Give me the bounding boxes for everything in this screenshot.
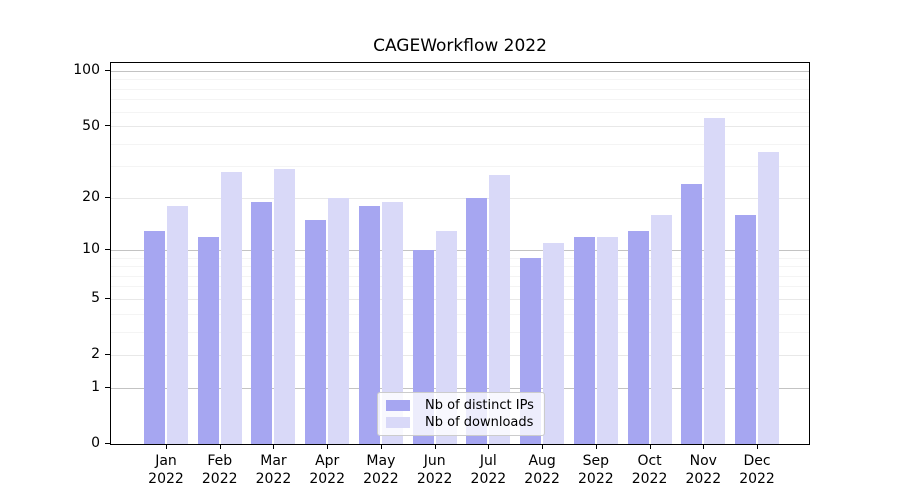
y-tick-label: 10 — [82, 241, 100, 258]
y-tick-label: 5 — [91, 290, 100, 307]
x-tick-mark — [273, 445, 275, 449]
y-tick-mark — [105, 353, 110, 355]
bar-downloads — [220, 172, 242, 444]
gridline-minor — [111, 313, 809, 315]
x-tick-label: Sep 2022 — [578, 453, 614, 488]
x-tick-mark — [219, 445, 221, 449]
gridline-major-pow10 — [111, 70, 809, 72]
bar-distinct-ips — [627, 230, 649, 444]
y-tick-mark — [105, 386, 110, 388]
plot-area — [110, 62, 810, 445]
gridline-minor — [111, 266, 809, 268]
legend-label-downloads: Nb of downloads — [425, 415, 534, 431]
y-tick-label: 50 — [82, 117, 100, 134]
bar-distinct-ips — [197, 236, 219, 444]
x-tick-label: Aug 2022 — [524, 453, 560, 488]
x-tick-mark — [542, 445, 544, 449]
bar-distinct-ips — [466, 198, 488, 444]
legend-swatch-distinct-ips-icon — [386, 399, 410, 411]
x-tick-mark — [703, 445, 705, 449]
x-tick-label: Jun 2022 — [416, 453, 453, 488]
bar-distinct-ips — [735, 215, 757, 444]
legend-item-downloads: Nb of downloads — [386, 415, 536, 430]
gridline-minor — [111, 166, 809, 168]
gridline-minor — [111, 143, 809, 145]
bar-distinct-ips — [251, 202, 273, 444]
x-tick-mark — [595, 445, 597, 449]
gridline-minor — [111, 275, 809, 277]
bar-downloads — [758, 152, 780, 444]
bar-downloads — [650, 215, 672, 444]
y-tick-mark — [105, 69, 110, 71]
x-tick-label: Mar 2022 — [255, 453, 292, 488]
x-tick-label: Dec 2022 — [739, 453, 775, 488]
bar-downloads — [543, 243, 565, 444]
bar-distinct-ips — [573, 236, 595, 444]
gridline-major-pow10 — [111, 249, 809, 251]
bar-distinct-ips — [681, 184, 703, 444]
y-tick-mark — [105, 125, 110, 127]
x-tick-mark — [327, 445, 329, 449]
gridline-minor — [111, 79, 809, 81]
gridline-minor — [111, 99, 809, 101]
gridline-minor — [111, 257, 809, 259]
x-tick-label: Jan 2022 — [148, 453, 184, 488]
x-tick-mark — [649, 445, 651, 449]
x-tick-mark — [166, 445, 167, 449]
x-tick-mark — [757, 445, 759, 449]
bar-downloads — [167, 206, 188, 444]
y-tick-mark — [105, 248, 110, 250]
legend-label-distinct-ips: Nb of distinct IPs — [425, 397, 534, 413]
bar-distinct-ips — [305, 220, 327, 444]
gridline-major — [111, 354, 809, 356]
y-tick-mark — [105, 442, 110, 444]
gridline-minor — [111, 111, 809, 113]
x-tick-label: Apr 2022 — [309, 453, 345, 488]
y-tick-label: 20 — [82, 189, 100, 206]
bar-downloads — [274, 169, 296, 444]
x-tick-label: Nov 2022 — [685, 453, 722, 488]
legend-swatch-downloads-icon — [386, 417, 410, 429]
bar-downloads — [381, 202, 403, 444]
y-tick-label: 100 — [73, 62, 100, 79]
bar-downloads — [328, 198, 350, 444]
gridline-minor — [111, 331, 809, 333]
bar-downloads — [704, 117, 726, 444]
gridline-minor — [111, 286, 809, 288]
x-tick-label: Oct 2022 — [631, 453, 668, 488]
bar-distinct-ips — [358, 206, 380, 444]
bar-downloads — [489, 174, 511, 444]
gridline-major — [111, 298, 809, 300]
gridline-major — [111, 197, 809, 199]
bar-downloads — [435, 230, 457, 444]
gridline-major-pow10 — [111, 387, 809, 389]
legend-item-distinct-ips: Nb of distinct IPs — [386, 398, 536, 413]
y-tick-label: 2 — [91, 346, 100, 363]
bar-downloads — [596, 236, 618, 444]
x-tick-label: May 2022 — [363, 453, 399, 488]
x-tick-mark — [380, 445, 382, 449]
legend: Nb of distinct IPs Nb of downloads — [377, 392, 545, 436]
chart-title: CAGEWorkflow 2022 — [373, 36, 547, 56]
gridline-major — [111, 126, 809, 128]
y-tick-label: 0 — [91, 435, 100, 451]
y-tick-mark — [105, 196, 110, 198]
y-tick-label: 1 — [91, 379, 100, 396]
x-tick-mark — [488, 445, 490, 449]
x-tick-mark — [434, 445, 436, 449]
y-tick-mark — [105, 297, 110, 299]
gridline-minor — [111, 88, 809, 90]
bar-distinct-ips — [144, 230, 165, 444]
x-tick-label: Jul 2022 — [470, 453, 507, 488]
x-tick-label: Feb 2022 — [201, 453, 238, 488]
